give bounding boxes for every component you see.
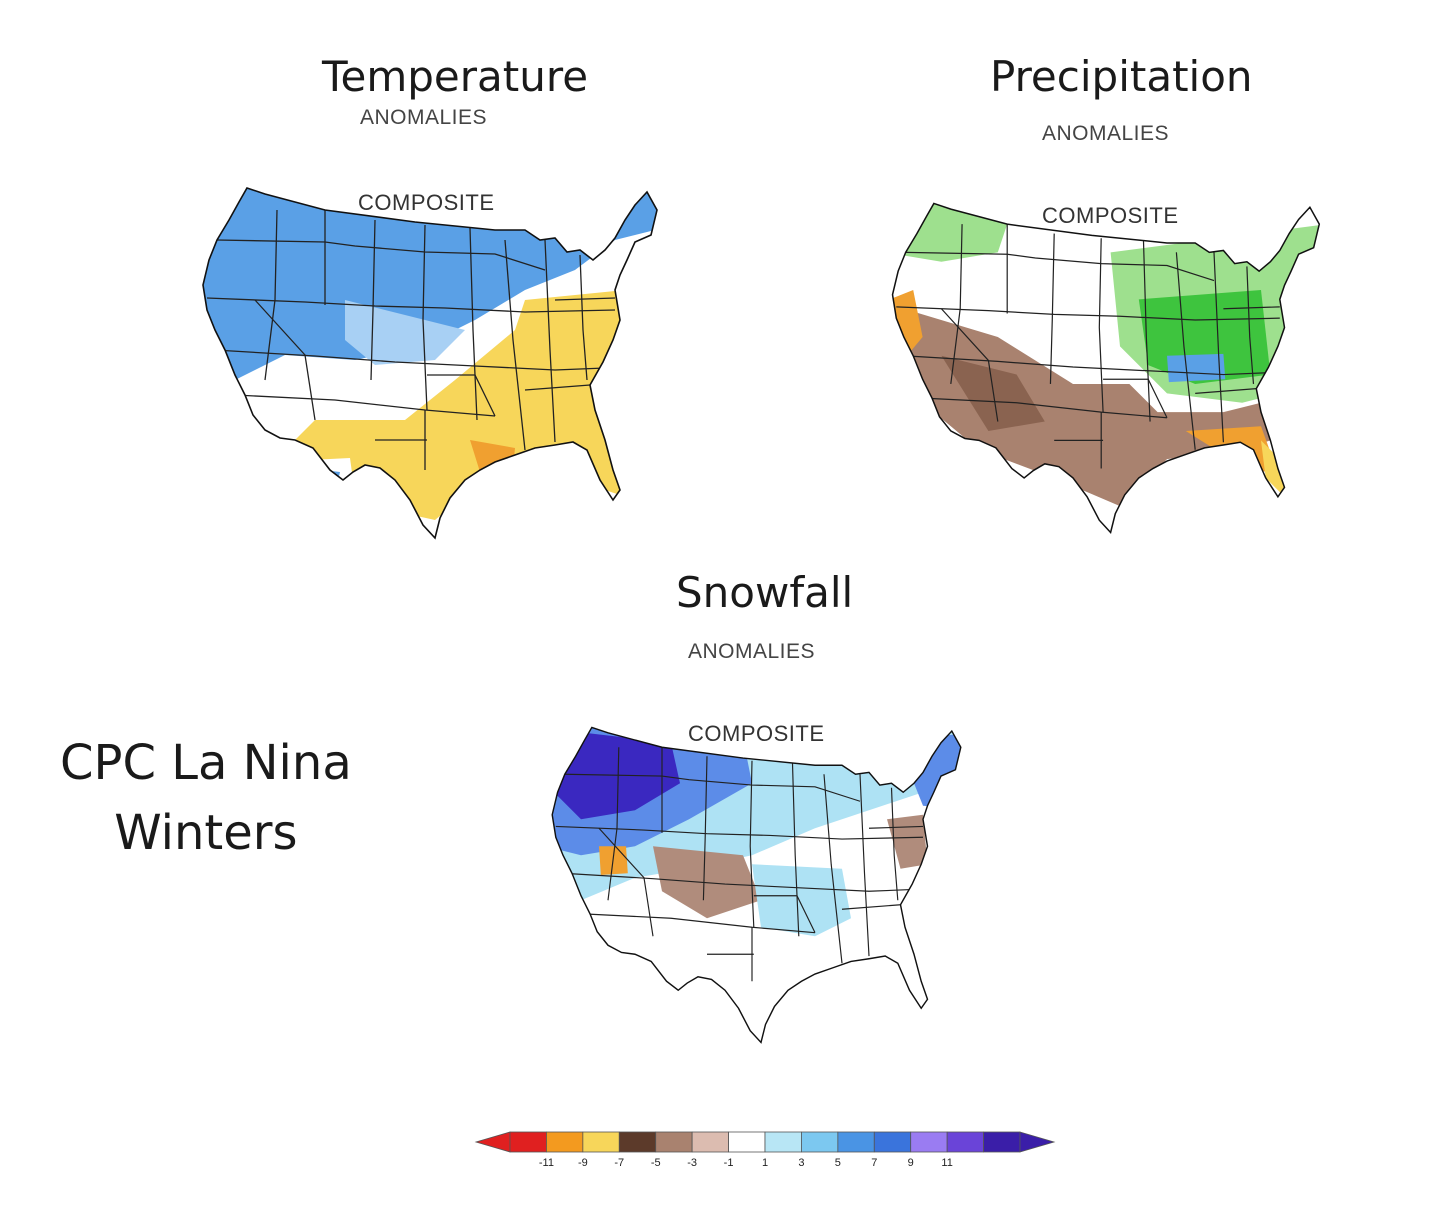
legend-swatch bbox=[983, 1131, 1021, 1153]
anomaly-region bbox=[554, 729, 680, 820]
snowfall-title: Snowfall bbox=[676, 568, 854, 617]
state-boundaries bbox=[206, 209, 616, 470]
temperature-title: Temperature bbox=[322, 52, 589, 101]
legend-swatch bbox=[509, 1131, 547, 1153]
precipitation-subtitle: ANOMALIES bbox=[1042, 122, 1170, 145]
legend-swatch bbox=[837, 1131, 875, 1153]
legend-swatch bbox=[691, 1131, 729, 1153]
legend-tick-label: -11 bbox=[539, 1157, 554, 1169]
snowfall-anomaly-map bbox=[551, 726, 962, 1044]
legend-tick-label: -5 bbox=[651, 1157, 661, 1169]
cpc-la-nina-label: CPC La Nina Winters bbox=[60, 728, 352, 868]
anomaly-region bbox=[892, 203, 1017, 262]
legend-swatch bbox=[618, 1131, 657, 1153]
state-boundaries bbox=[555, 747, 924, 982]
legend-swatch bbox=[873, 1131, 912, 1153]
legend-swatch bbox=[764, 1131, 802, 1153]
anomaly-region bbox=[1167, 353, 1226, 383]
snowfall-composite-label: COMPOSITE bbox=[688, 721, 825, 746]
precipitation-anomaly-map bbox=[891, 202, 1321, 535]
anomaly-region bbox=[752, 864, 851, 937]
country-outline bbox=[551, 726, 962, 1044]
legend-arrow-high bbox=[1019, 1131, 1056, 1153]
legend-swatch bbox=[801, 1131, 839, 1153]
anomaly-region bbox=[887, 814, 928, 869]
precipitation-composite-label: COMPOSITE bbox=[1042, 203, 1179, 228]
precipitation-title: Precipitation bbox=[990, 52, 1253, 101]
side-label-line2: Winters bbox=[114, 805, 298, 861]
legend-tick-label: 7 bbox=[871, 1157, 877, 1169]
temperature-anomaly-map bbox=[202, 187, 658, 540]
legend-arrow-low bbox=[474, 1131, 511, 1153]
legend-tick-label: 11 bbox=[941, 1157, 952, 1169]
legend-swatch bbox=[582, 1131, 620, 1153]
legend-tick-label: 1 bbox=[762, 1157, 768, 1169]
color-scale-legend: -11 -9 -7 -5 -3 -1 1 3 5 7 9 11 bbox=[474, 1131, 1056, 1169]
legend-tick-label: -1 bbox=[724, 1157, 734, 1169]
snowfall-subtitle: ANOMALIES bbox=[688, 640, 816, 663]
temperature-subtitle: ANOMALIES bbox=[360, 106, 488, 129]
legend-swatch bbox=[910, 1131, 948, 1153]
legend-tick-label: -9 bbox=[578, 1157, 588, 1169]
legend-swatch bbox=[546, 1131, 584, 1153]
side-label-line1: CPC La Nina bbox=[60, 735, 352, 791]
country-outline bbox=[891, 202, 1321, 535]
legend-tick-label: -7 bbox=[614, 1157, 624, 1169]
legend-swatch bbox=[946, 1131, 984, 1153]
anomaly-region bbox=[323, 470, 340, 485]
anomaly-region bbox=[894, 308, 1271, 507]
legend-tick-label: 9 bbox=[908, 1157, 914, 1169]
anomaly-region bbox=[310, 458, 355, 498]
legend-tick-label: 3 bbox=[798, 1157, 804, 1169]
anomaly-region bbox=[345, 300, 465, 365]
country-outline bbox=[202, 187, 658, 540]
temperature-composite-label: COMPOSITE bbox=[358, 190, 495, 215]
legend-tick-label: 5 bbox=[835, 1157, 841, 1169]
legend-swatch bbox=[728, 1131, 766, 1153]
legend-tick-label: -3 bbox=[687, 1157, 697, 1169]
state-boundaries bbox=[896, 224, 1280, 469]
legend-swatch bbox=[655, 1131, 693, 1153]
